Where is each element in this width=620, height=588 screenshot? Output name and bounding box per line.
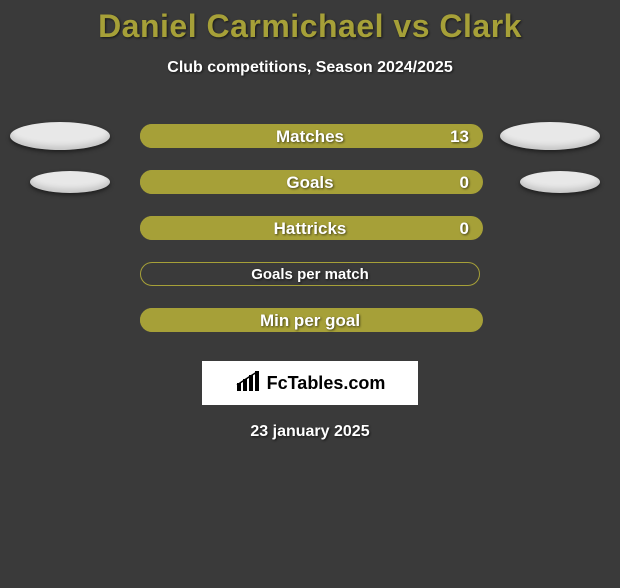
decor-ellipse-right xyxy=(520,171,600,193)
stat-bar-fill xyxy=(140,262,143,286)
stat-chart: Matches13 Goals0 Hattricks0 Goals per match… xyxy=(0,113,620,343)
stat-row: Goals per match xyxy=(0,251,620,297)
stat-bar: Min per goal xyxy=(140,308,480,332)
stat-bar: Goals per match xyxy=(140,262,480,286)
bars-icon xyxy=(235,371,261,396)
logo-text: FcTables.com xyxy=(267,373,386,394)
stat-bar: Hattricks0 xyxy=(140,216,480,240)
subtitle: Club competitions, Season 2024/2025 xyxy=(0,59,620,77)
stat-row: Min per goal xyxy=(0,297,620,343)
stat-bar: Goals0 xyxy=(140,170,480,194)
stat-row: Matches13 xyxy=(0,113,620,159)
stat-bar-fill xyxy=(140,308,483,332)
stat-bar-fill xyxy=(140,124,483,148)
logo-box: FcTables.com xyxy=(202,361,418,405)
stat-bar: Matches13 xyxy=(140,124,480,148)
stat-bar-fill xyxy=(140,216,483,240)
stat-label: Goals per match xyxy=(141,263,479,287)
stat-row: Hattricks0 xyxy=(0,205,620,251)
stat-bar-fill xyxy=(140,170,483,194)
decor-ellipse-left xyxy=(30,171,110,193)
stat-row: Goals0 xyxy=(0,159,620,205)
page-title: Daniel Carmichael vs Clark xyxy=(0,8,620,45)
date-line: 23 january 2025 xyxy=(0,423,620,441)
decor-ellipse-left xyxy=(10,122,110,150)
decor-ellipse-right xyxy=(500,122,600,150)
